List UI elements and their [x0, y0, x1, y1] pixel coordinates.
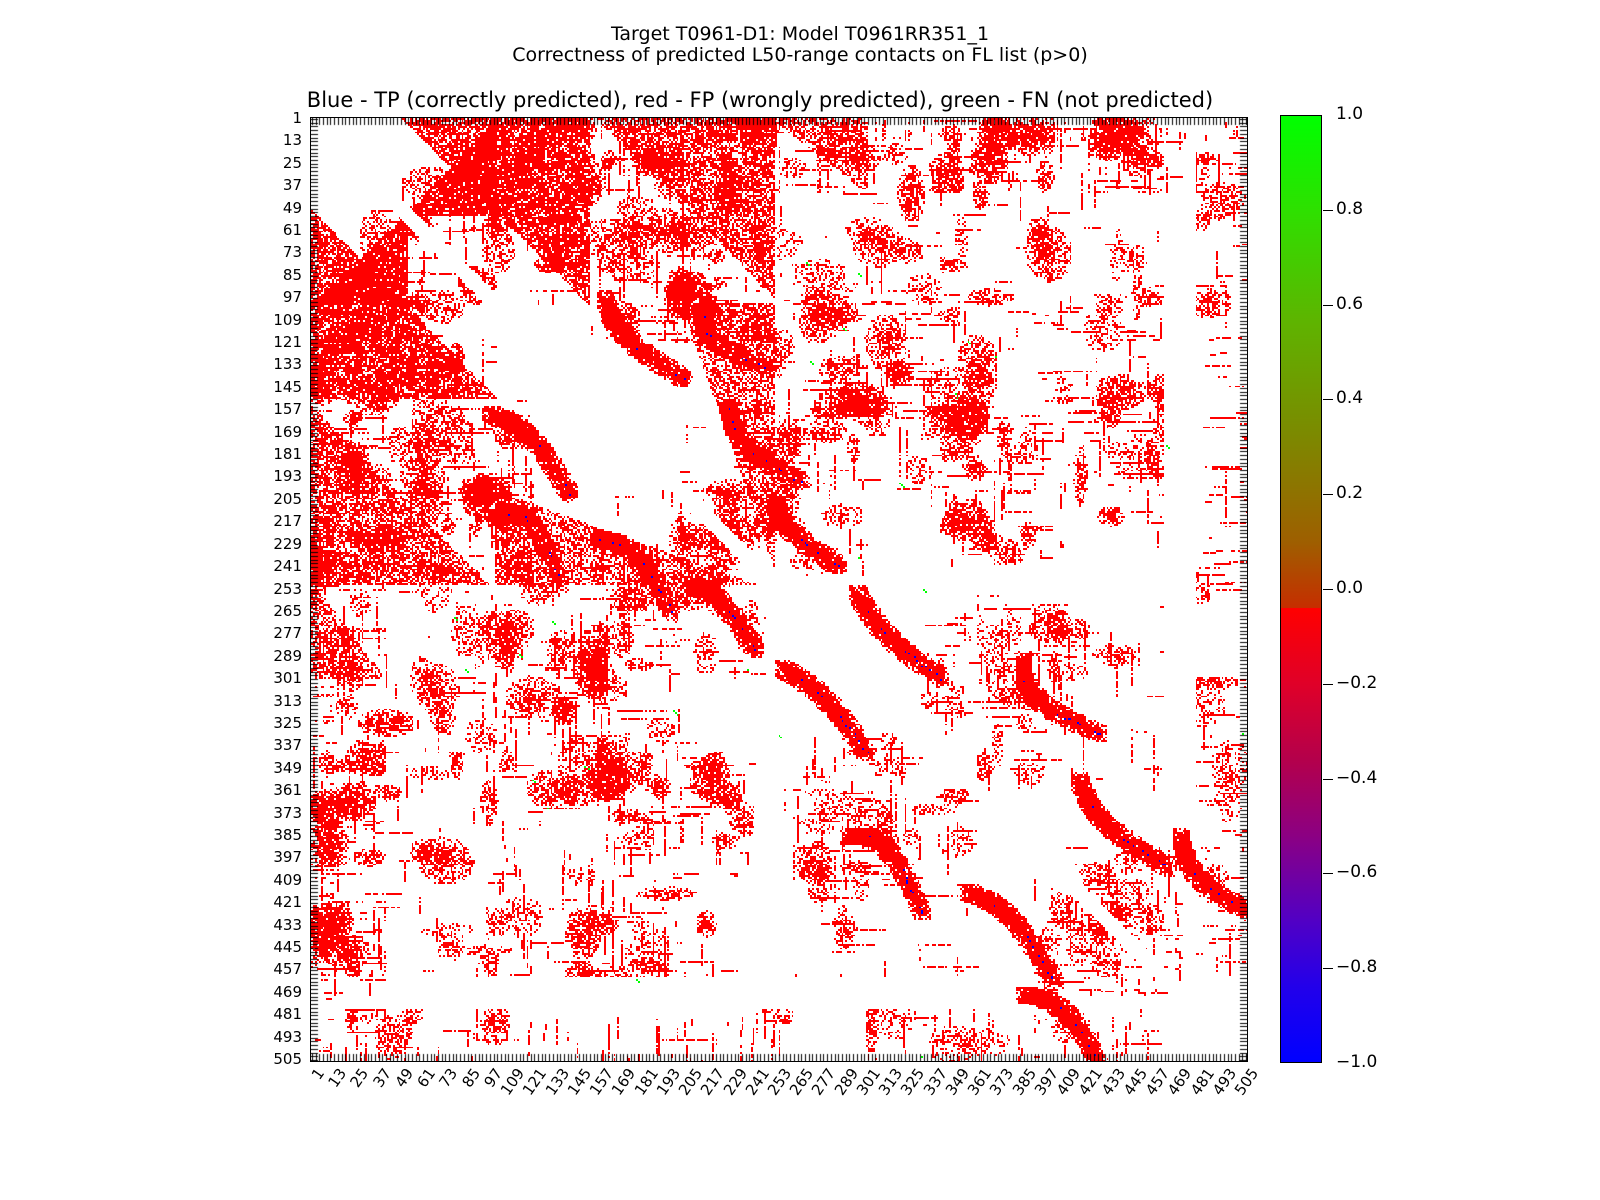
y-tick-label: 229 — [273, 534, 302, 553]
colorbar-tick-label: 0.4 — [1336, 388, 1364, 409]
y-tick-label: 61 — [282, 220, 302, 239]
y-tick-label: 505 — [273, 1050, 302, 1069]
y-tick-label: 313 — [273, 691, 302, 710]
colorbar-tick-label: −0.6 — [1336, 862, 1378, 883]
y-tick-label: 109 — [273, 310, 302, 329]
y-tick-label: 253 — [273, 579, 302, 598]
y-tick-label: 493 — [273, 1027, 302, 1046]
y-tick-label: 217 — [273, 512, 302, 531]
colorbar-tick-mark — [1323, 304, 1333, 306]
contact-map-plot-area[interactable] — [310, 117, 1248, 1062]
y-tick-label: 49 — [282, 198, 302, 217]
y-tick-label: 289 — [273, 646, 302, 665]
y-tick-label: 241 — [273, 557, 302, 576]
colorbar-tick-mark — [1323, 968, 1333, 970]
y-tick-label: 85 — [282, 265, 302, 284]
colorbar-tick-mark — [1323, 494, 1333, 496]
colorbar-tick-label: −0.8 — [1336, 957, 1378, 978]
figure-suptitle-line-2: Correctness of predicted L50-range conta… — [512, 44, 1088, 66]
colorbar-tick-label: −1.0 — [1336, 1052, 1378, 1072]
y-tick-label: 25 — [282, 153, 302, 172]
y-tick-label: 421 — [273, 893, 302, 912]
colorbar-tick-mark — [1323, 399, 1333, 401]
y-tick-label: 205 — [273, 489, 302, 508]
y-tick-label: 265 — [273, 601, 302, 620]
y-tick-label: 337 — [273, 736, 302, 755]
y-tick-label: 121 — [273, 333, 302, 351]
colorbar-tick-label: −0.4 — [1336, 767, 1378, 788]
y-tick-label: 469 — [273, 982, 302, 1001]
y-tick-label: 445 — [273, 938, 302, 957]
y-tick-label: 457 — [273, 960, 302, 979]
y-tick-label: 409 — [273, 870, 302, 889]
colorbar-tick-mark — [1323, 873, 1333, 875]
colorbar-tick-label: 0.2 — [1336, 483, 1364, 504]
y-tick-label: 433 — [273, 915, 302, 934]
y-tick-label: 13 — [282, 131, 302, 150]
colorbar-tick-label: 1.0 — [1336, 104, 1364, 124]
colorbar-gradient — [1280, 115, 1322, 1063]
y-tick-label: 385 — [273, 825, 302, 844]
colorbar-tick-mark — [1323, 683, 1333, 685]
y-tick-label: 361 — [273, 781, 302, 800]
figure-suptitle-line-1: Target T0961-D1: Model T0961RR351_1 — [610, 23, 990, 45]
y-tick-label: 193 — [273, 467, 302, 486]
y-tick-label: 169 — [273, 422, 302, 441]
colorbar-tick-label: −0.2 — [1336, 672, 1378, 693]
y-tick-label: 181 — [273, 445, 302, 464]
y-tick-label: 301 — [273, 669, 302, 688]
contact-map-canvas[interactable] — [311, 118, 1247, 1061]
y-tick-label: 73 — [282, 243, 302, 262]
axes-title-legend: Blue - TP (correctly predicted), red - F… — [306, 88, 1214, 112]
y-tick-label: 373 — [273, 803, 302, 822]
y-tick-label: 133 — [273, 355, 302, 374]
colorbar-tick-label: 0.6 — [1336, 293, 1364, 314]
colorbar-tick-mark — [1323, 209, 1333, 211]
y-tick-label: 97 — [282, 288, 302, 307]
colorbar-tick-label: 0.8 — [1336, 198, 1364, 219]
y-tick-label: 325 — [273, 713, 302, 732]
y-tick-label: 37 — [282, 176, 302, 195]
y-tick-label: 145 — [273, 377, 302, 396]
colorbar-tick-label: 0.0 — [1336, 578, 1364, 598]
y-tick-label: 349 — [273, 758, 302, 777]
y-tick-label: 397 — [273, 848, 302, 867]
y-tick-label: 157 — [273, 400, 302, 419]
colorbar-tick-mark — [1323, 589, 1333, 590]
colorbar[interactable]: 1.0 0.8 0.6 0.4 0.2 0.0 −0.2 −0.4 −0.6 −0.8 −1.0 — [1280, 106, 1377, 1071]
y-tick-label: 481 — [273, 1005, 302, 1024]
y-tick-label: 1 — [292, 108, 302, 127]
colorbar-tick-mark — [1323, 778, 1333, 780]
y-tick-label: 277 — [273, 624, 302, 643]
